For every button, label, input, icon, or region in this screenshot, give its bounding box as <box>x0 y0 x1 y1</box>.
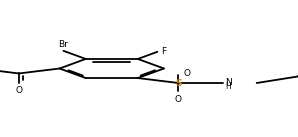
Text: O: O <box>184 69 191 78</box>
Text: Br: Br <box>58 40 68 49</box>
Text: O: O <box>15 86 22 95</box>
Text: O: O <box>175 95 182 104</box>
Text: H: H <box>225 82 231 91</box>
Text: F: F <box>162 47 167 56</box>
Text: S: S <box>175 79 182 88</box>
Text: N: N <box>225 78 232 87</box>
